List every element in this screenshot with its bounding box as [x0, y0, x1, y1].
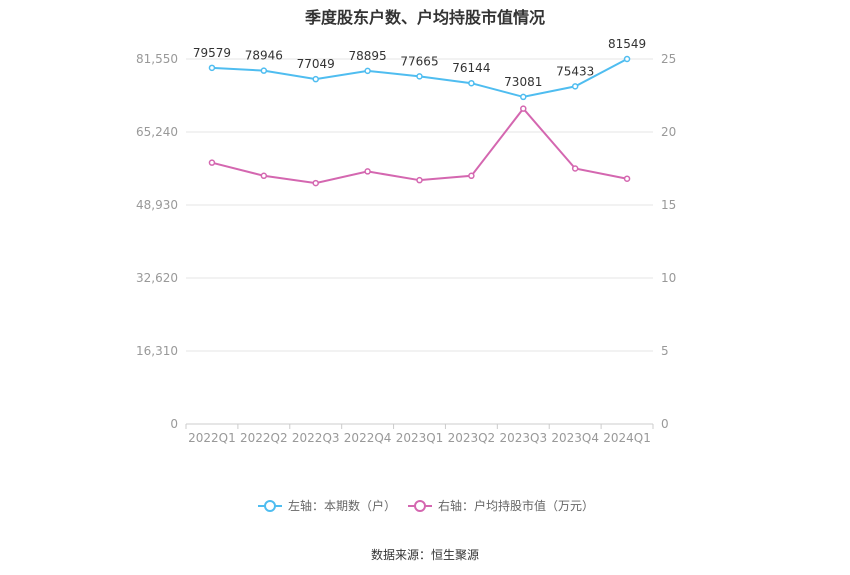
left-tick-label: 65,240: [136, 125, 178, 139]
data-point: [468, 79, 475, 87]
chart-title: 季度股东户数、户均持股市值情况: [304, 8, 545, 27]
data-point: [208, 159, 216, 166]
data-label: 76144: [452, 61, 490, 75]
data-label: 81549: [608, 37, 646, 51]
legend-label: 右轴：户均持股市值（万元）: [438, 498, 594, 513]
x-tick-label: 2024Q1: [603, 431, 651, 445]
left-tick-label: 32,620: [136, 271, 178, 285]
right-tick-label: 0: [661, 417, 669, 431]
x-tick-label: 2023Q1: [396, 431, 444, 445]
left-tick-label: 16,310: [136, 344, 178, 358]
data-point: [260, 172, 268, 180]
gridlines: [186, 58, 653, 425]
data-point: [623, 55, 631, 63]
legend-marker: [414, 500, 426, 512]
source-note: 数据来源：恒生聚源: [370, 548, 479, 562]
data-label: 77665: [400, 54, 438, 68]
x-axis: 2022Q1 2022Q2 2022Q3 2022Q4 2023Q1 2023Q2 2023…: [185, 423, 654, 445]
data-point: [468, 172, 475, 180]
legend-label: 左轴：本期数（户）: [288, 498, 396, 513]
data-point: [364, 67, 371, 75]
x-tick-label: 2022Q4: [344, 431, 392, 445]
right-tick-label: 10: [661, 271, 676, 285]
data-label: 73081: [504, 75, 542, 89]
data-point: [260, 67, 268, 74]
x-tick-label: 2022Q3: [292, 431, 340, 445]
data-point: [208, 64, 216, 72]
x-tick-label: 2023Q4: [551, 431, 599, 445]
left-tick-label: 0: [170, 417, 178, 431]
series-2: [208, 105, 631, 187]
x-tick-label: 2022Q2: [240, 431, 288, 445]
legend-item[interactable]: 左轴：本期数（户）: [258, 498, 396, 513]
data-label: 79579: [193, 46, 231, 60]
data-point: [520, 93, 527, 101]
right-axis-ticks: 0 5 10 15 20 25: [661, 52, 676, 431]
legend-marker: [264, 500, 276, 512]
right-tick-label: 20: [661, 125, 676, 139]
data-point: [416, 73, 423, 80]
left-axis-ticks: 0 16,310 32,620 48,930 65,240 81,550: [136, 52, 178, 431]
data-point: [571, 165, 579, 172]
data-point: [416, 176, 423, 184]
data-label: 77049: [297, 57, 335, 71]
data-label: 75433: [556, 64, 594, 78]
data-point: [364, 168, 371, 175]
series-layer: 79579 78946 77049 78895 77665 76144 73081 75433…: [193, 37, 646, 187]
right-tick-label: 5: [661, 344, 669, 358]
legend: 左轴：本期数（户） 右轴：户均持股市值（万元）: [258, 498, 594, 513]
right-tick-label: 25: [661, 52, 676, 66]
legend-item[interactable]: 右轴：户均持股市值（万元）: [408, 498, 594, 513]
data-label: 78946: [245, 49, 283, 63]
data-point: [571, 83, 579, 90]
x-tick-label: 2022Q1: [188, 431, 236, 445]
data-point: [312, 179, 319, 187]
data-point: [623, 175, 631, 182]
data-label: 78895: [349, 49, 387, 63]
left-tick-label: 48,930: [136, 198, 178, 212]
series-line: [211, 107, 628, 185]
data-point: [520, 105, 527, 112]
left-tick-label: 81,550: [136, 52, 178, 66]
right-tick-label: 15: [661, 198, 676, 212]
data-point: [312, 75, 319, 83]
x-tick-label: 2023Q3: [499, 431, 547, 445]
x-tick-label: 2023Q2: [448, 431, 496, 445]
series-1: 79579 78946 77049 78895 77665 76144 73081 75433…: [193, 37, 646, 101]
